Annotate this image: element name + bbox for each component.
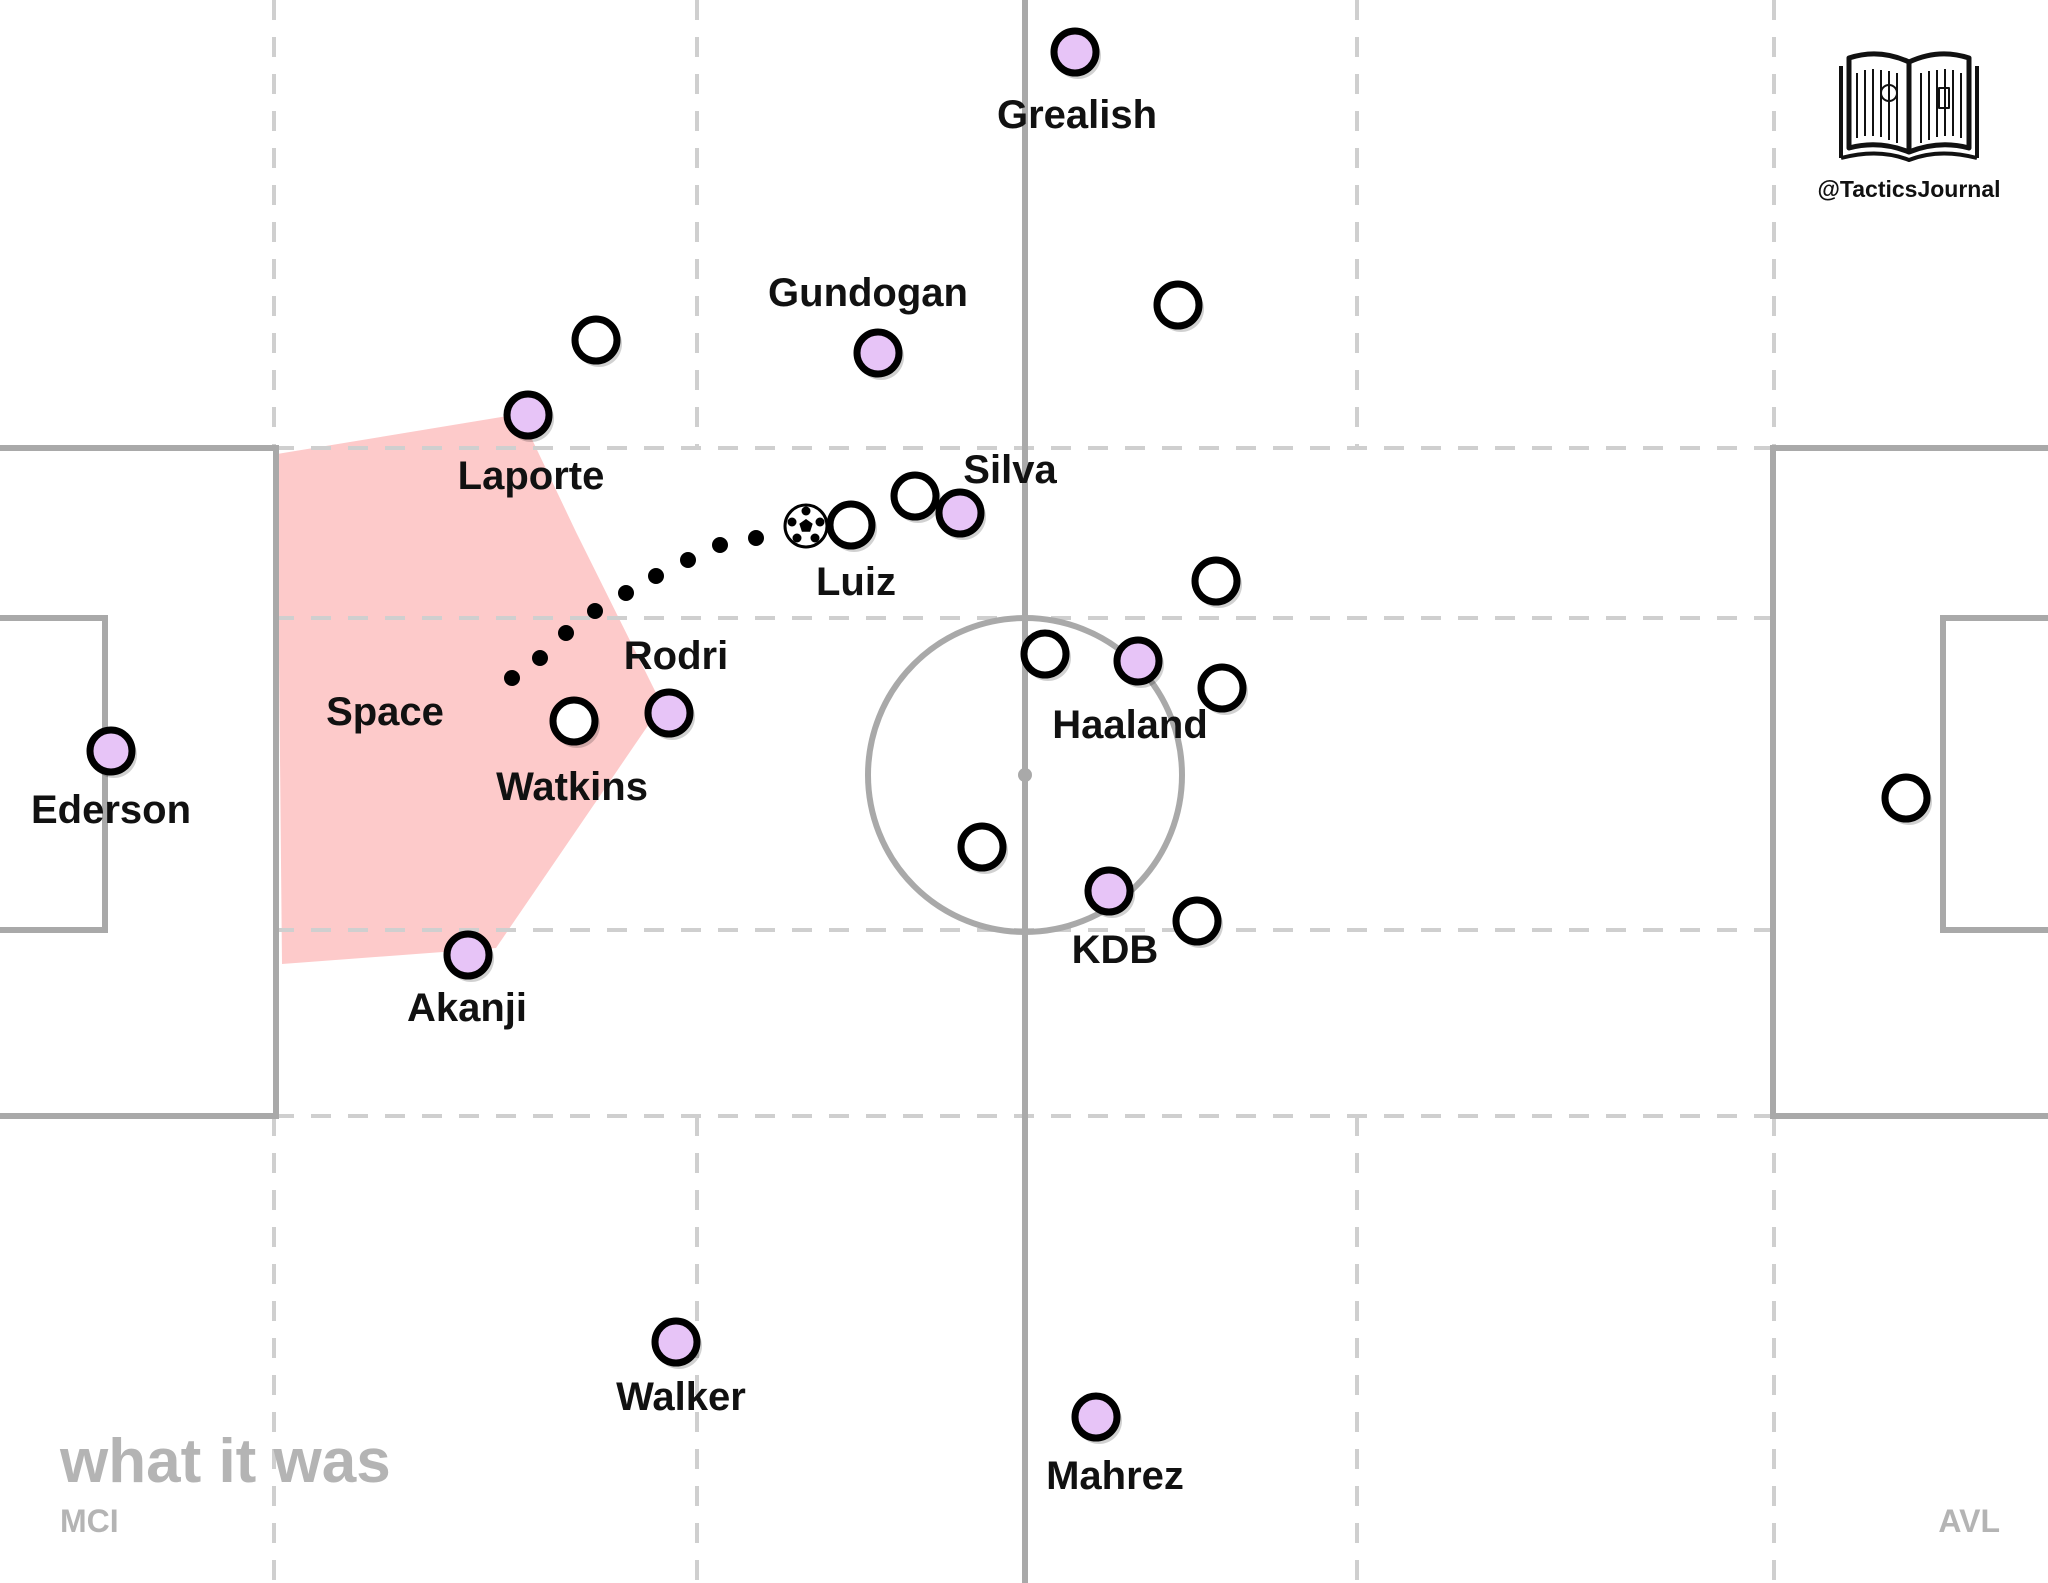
player-dot xyxy=(503,390,553,440)
player-dot xyxy=(1191,556,1241,606)
player-dot xyxy=(957,822,1007,872)
away-player-marker: Luiz xyxy=(816,500,896,604)
pass-dot xyxy=(748,530,764,546)
tactics-journal-handle: @TacticsJournal xyxy=(1817,176,2000,202)
right-six-yard-box xyxy=(1940,615,2048,933)
player-dot xyxy=(1113,636,1163,686)
player-dot xyxy=(651,1317,701,1367)
home-player-marker: Walker xyxy=(616,1317,746,1419)
player-dot xyxy=(86,726,136,776)
pass-dot xyxy=(504,670,520,686)
away-player-marker xyxy=(1197,663,1248,715)
player-dot xyxy=(826,500,876,550)
away-player-marker xyxy=(1191,556,1242,608)
home-player-marker: KDB xyxy=(1072,866,1159,972)
player-dot xyxy=(549,696,599,746)
left-six-yard-box xyxy=(0,615,108,933)
away-player-marker xyxy=(890,471,941,523)
pass-dot xyxy=(648,568,664,584)
home-player-marker: Akanji xyxy=(407,930,527,1030)
home-player-marker: Silva xyxy=(935,448,1057,540)
player-name-label: Laporte xyxy=(458,454,605,498)
away-player-marker xyxy=(1153,280,1204,332)
caption-title: what it was xyxy=(59,1427,391,1496)
player-dot xyxy=(644,688,694,738)
player-dot xyxy=(1197,663,1247,713)
right-penalty-box xyxy=(1770,445,2048,1119)
home-player-marker: Ederson xyxy=(31,726,191,832)
player-dot xyxy=(443,930,493,980)
player-dot xyxy=(1071,1392,1121,1442)
pass-dot xyxy=(618,585,634,601)
player-name-label: Watkins xyxy=(496,765,648,809)
space-zone xyxy=(277,414,662,964)
away-player-marker: Watkins xyxy=(496,696,648,809)
player-name-label: Ederson xyxy=(31,788,191,832)
player-dot xyxy=(1050,27,1100,77)
player-name-label: Haaland xyxy=(1052,703,1208,747)
pass-line xyxy=(504,530,764,686)
left-penalty-box xyxy=(0,445,279,1119)
player-name-label: Grealish xyxy=(997,93,1157,137)
player-name-label: KDB xyxy=(1072,928,1159,972)
home-team-label: MCI xyxy=(60,1503,119,1539)
book-pitch-icon xyxy=(1839,51,1979,162)
pass-dot xyxy=(532,650,548,666)
player-name-label: Gundogan xyxy=(768,271,968,315)
football-icon xyxy=(783,503,829,549)
home-player-marker: Grealish xyxy=(997,27,1157,137)
pass-dot xyxy=(558,625,574,641)
player-name-label: Luiz xyxy=(816,560,896,604)
player-dot xyxy=(853,328,903,378)
pass-dot xyxy=(712,537,728,553)
player-dot xyxy=(571,315,621,365)
centre-spot xyxy=(1018,768,1032,782)
home-player-marker: Laporte xyxy=(458,390,605,498)
away-player-marker xyxy=(1881,773,1932,825)
pass-dot xyxy=(680,552,696,568)
player-dot xyxy=(890,471,940,521)
player-dot xyxy=(1084,866,1134,916)
home-player-marker: Mahrez xyxy=(1046,1392,1184,1498)
player-dot xyxy=(935,488,985,538)
home-player-marker: Gundogan xyxy=(768,271,968,380)
player-name-label: Walker xyxy=(616,1375,746,1419)
player-name-label: Akanji xyxy=(407,986,527,1030)
centre-circle xyxy=(865,615,1185,935)
away-team-label: AVL xyxy=(1938,1503,2000,1539)
player-dot xyxy=(1172,896,1222,946)
pass-dot xyxy=(587,603,603,619)
player-dot xyxy=(1153,280,1203,330)
player-name-label: Rodri xyxy=(624,634,728,678)
players-layer: Watkins Luiz Grealish Gundogan Laporte Silva R… xyxy=(31,27,1932,1498)
space-label: Space xyxy=(326,690,444,734)
home-player-marker: Rodri xyxy=(624,634,728,740)
player-dot xyxy=(1020,629,1070,679)
away-player-marker xyxy=(571,315,622,367)
player-name-label: Silva xyxy=(963,448,1057,492)
away-player-marker xyxy=(957,822,1008,874)
away-player-marker xyxy=(1020,629,1071,681)
away-player-marker xyxy=(1172,896,1223,948)
home-player-marker: Haaland xyxy=(1052,636,1208,747)
player-name-label: Mahrez xyxy=(1046,1454,1184,1498)
player-dot xyxy=(1881,773,1931,823)
